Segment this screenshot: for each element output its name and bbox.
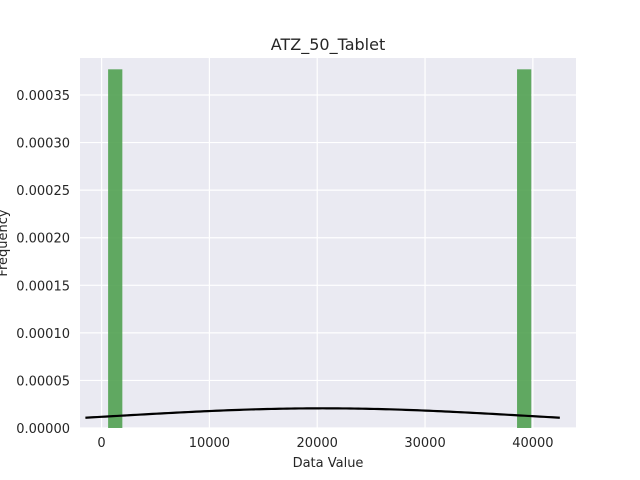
x-axis-label: Data Value	[293, 456, 364, 471]
y-tick-label: 0.00020	[16, 232, 70, 247]
y-tick-label: 0.00010	[16, 327, 70, 342]
y-tick-label: 0.00035	[16, 89, 70, 104]
histogram-bar	[517, 69, 532, 428]
x-tick-label: 20000	[297, 436, 338, 451]
x-axis-ticks: 0 10000 20000 30000 40000	[97, 436, 553, 451]
y-axis-label: Frequency	[0, 209, 11, 276]
y-tick-label: 0.00000	[16, 422, 70, 437]
x-tick-label: 40000	[512, 436, 553, 451]
y-tick-label: 0.00005	[16, 374, 70, 389]
histogram-bar	[108, 69, 123, 428]
density-curve	[85, 407, 560, 419]
density-curve-line	[85, 407, 560, 419]
y-tick-label: 0.00025	[16, 184, 70, 199]
grid-lines	[80, 58, 576, 429]
x-tick-label: 0	[97, 436, 105, 451]
y-tick-label: 0.00030	[16, 137, 70, 152]
chart-title: ATZ_50_Tablet	[271, 35, 385, 55]
x-tick-label: 30000	[404, 436, 445, 451]
plot-background	[80, 58, 576, 428]
histogram-bars	[108, 69, 532, 428]
y-axis-ticks: 0.00000 0.00005 0.00010 0.00015 0.00020 0.000…	[16, 89, 70, 437]
y-tick-label: 0.00015	[16, 279, 70, 294]
x-tick-label: 10000	[189, 436, 230, 451]
